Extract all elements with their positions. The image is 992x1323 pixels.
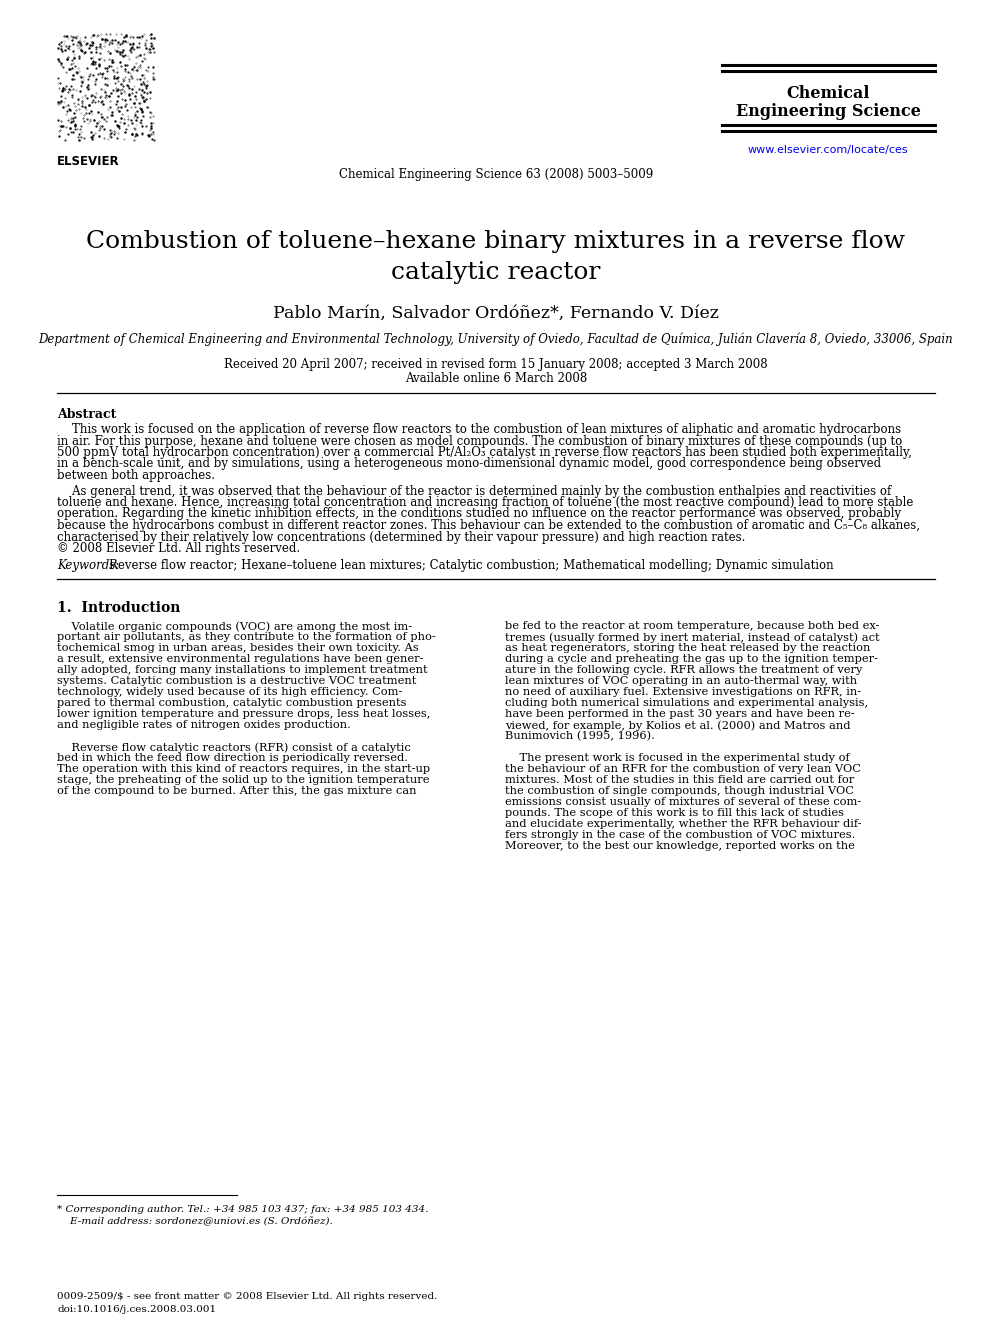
Text: 500 ppmV total hydrocarbon concentration) over a commercial Pt/Al₂O₃ catalyst in: 500 ppmV total hydrocarbon concentration… [57,446,912,459]
Text: be fed to the reactor at room temperature, because both bed ex-: be fed to the reactor at room temperatur… [505,620,879,631]
Text: The operation with this kind of reactors requires, in the start-up: The operation with this kind of reactors… [57,763,431,774]
Text: Volatile organic compounds (VOC) are among the most im-: Volatile organic compounds (VOC) are amo… [57,620,412,631]
Text: ally adopted, forcing many installations to implement treatment: ally adopted, forcing many installations… [57,665,428,675]
Text: as heat regenerators, storing the heat released by the reaction: as heat regenerators, storing the heat r… [505,643,870,654]
Text: viewed, for example, by Kolios et al. (2000) and Matros and: viewed, for example, by Kolios et al. (2… [505,720,850,730]
Text: 0009-2509/$ - see front matter © 2008 Elsevier Ltd. All rights reserved.: 0009-2509/$ - see front matter © 2008 El… [57,1293,437,1301]
Text: E-mail address: sordonez@uniovi.es (S. Ordóñez).: E-mail address: sordonez@uniovi.es (S. O… [57,1217,332,1226]
Text: tochemical smog in urban areas, besides their own toxicity. As: tochemical smog in urban areas, besides … [57,643,419,654]
Text: Department of Chemical Engineering and Environmental Technology, University of O: Department of Chemical Engineering and E… [39,333,953,347]
Text: and negligible rates of nitrogen oxides production.: and negligible rates of nitrogen oxides … [57,720,351,730]
Text: no need of auxiliary fuel. Extensive investigations on RFR, in-: no need of auxiliary fuel. Extensive inv… [505,687,861,697]
Text: during a cycle and preheating the gas up to the ignition temper-: during a cycle and preheating the gas up… [505,654,878,664]
Text: have been performed in the past 30 years and have been re-: have been performed in the past 30 years… [505,709,855,718]
Text: and elucidate experimentally, whether the RFR behaviour dif-: and elucidate experimentally, whether th… [505,819,862,830]
Text: a result, extensive environmental regulations have been gener-: a result, extensive environmental regula… [57,654,424,664]
Text: Abstract: Abstract [57,407,116,421]
Text: in a bench-scale unit, and by simulations, using a heterogeneous mono-dimensiona: in a bench-scale unit, and by simulation… [57,458,881,471]
Text: doi:10.1016/j.ces.2008.03.001: doi:10.1016/j.ces.2008.03.001 [57,1304,216,1314]
Text: technology, widely used because of its high efficiency. Com-: technology, widely used because of its h… [57,687,403,697]
Text: www.elsevier.com/locate/ces: www.elsevier.com/locate/ces [748,146,909,155]
Text: between both approaches.: between both approaches. [57,468,215,482]
Text: lean mixtures of VOC operating in an auto-thermal way, with: lean mixtures of VOC operating in an aut… [505,676,857,687]
Text: the combustion of single compounds, though industrial VOC: the combustion of single compounds, thou… [505,786,854,796]
Text: pounds. The scope of this work is to fill this lack of studies: pounds. The scope of this work is to fil… [505,808,844,818]
Text: portant air pollutants, as they contribute to the formation of pho-: portant air pollutants, as they contribu… [57,632,435,642]
Bar [57,33,154,140]
Text: Pablo Marín, Salvador Ordóñez*, Fernando V. Díez: Pablo Marín, Salvador Ordóñez*, Fernando… [273,306,719,321]
Text: the behaviour of an RFR for the combustion of very lean VOC: the behaviour of an RFR for the combusti… [505,763,861,774]
Text: mixtures. Most of the studies in this field are carried out for: mixtures. Most of the studies in this fi… [505,775,854,785]
Text: characterised by their relatively low concentrations (determined by their vapour: characterised by their relatively low co… [57,531,745,544]
Text: Chemical: Chemical [787,85,870,102]
Text: operation. Regarding the kinetic inhibition effects, in the conditions studied n: operation. Regarding the kinetic inhibit… [57,508,901,520]
Text: ature in the following cycle. RFR allows the treatment of very: ature in the following cycle. RFR allows… [505,665,862,675]
Text: systems. Catalytic combustion is a destructive VOC treatment: systems. Catalytic combustion is a destr… [57,676,417,687]
Text: Reverse flow reactor; Hexane–toluene lean mixtures; Catalytic combustion; Mathem: Reverse flow reactor; Hexane–toluene lea… [109,560,833,573]
Text: lower ignition temperature and pressure drops, less heat losses,: lower ignition temperature and pressure … [57,709,431,718]
Text: Reverse flow catalytic reactors (RFR) consist of a catalytic: Reverse flow catalytic reactors (RFR) co… [57,742,411,753]
Text: © 2008 Elsevier Ltd. All rights reserved.: © 2008 Elsevier Ltd. All rights reserved… [57,542,301,556]
Text: catalytic reactor: catalytic reactor [391,261,601,284]
Text: in air. For this purpose, hexane and toluene were chosen as model compounds. The: in air. For this purpose, hexane and tol… [57,434,903,447]
Text: toluene and hexane. Hence, increasing total concentration and increasing fractio: toluene and hexane. Hence, increasing to… [57,496,914,509]
Text: Combustion of toluene–hexane binary mixtures in a reverse flow: Combustion of toluene–hexane binary mixt… [86,230,906,253]
Text: This work is focused on the application of reverse flow reactors to the combusti: This work is focused on the application … [57,423,901,437]
Text: tremes (usually formed by inert material, instead of catalyst) act: tremes (usually formed by inert material… [505,632,880,643]
Text: Engineering Science: Engineering Science [735,103,921,120]
Text: * Corresponding author. Tel.: +34 985 103 437; fax: +34 985 103 434.: * Corresponding author. Tel.: +34 985 10… [57,1205,429,1215]
Text: Available online 6 March 2008: Available online 6 March 2008 [405,372,587,385]
Text: of the compound to be burned. After this, the gas mixture can: of the compound to be burned. After this… [57,786,417,796]
Text: bed in which the feed flow direction is periodically reversed.: bed in which the feed flow direction is … [57,753,408,763]
Text: Received 20 April 2007; received in revised form 15 January 2008; accepted 3 Mar: Received 20 April 2007; received in revi… [224,359,768,370]
Text: because the hydrocarbons combust in different reactor zones. This behaviour can : because the hydrocarbons combust in diff… [57,519,920,532]
Text: Bunimovich (1995, 1996).: Bunimovich (1995, 1996). [505,732,655,741]
Text: As general trend, it was observed that the behaviour of the reactor is determine: As general trend, it was observed that t… [57,484,891,497]
Text: cluding both numerical simulations and experimental analysis,: cluding both numerical simulations and e… [505,699,868,708]
Text: Moreover, to the best our knowledge, reported works on the: Moreover, to the best our knowledge, rep… [505,841,855,851]
Text: Keywords:: Keywords: [57,560,119,573]
Text: fers strongly in the case of the combustion of VOC mixtures.: fers strongly in the case of the combust… [505,830,855,840]
Text: 1.  Introduction: 1. Introduction [57,601,181,615]
Text: pared to thermal combustion, catalytic combustion presents: pared to thermal combustion, catalytic c… [57,699,407,708]
Text: The present work is focused in the experimental study of: The present work is focused in the exper… [505,753,850,763]
Text: stage, the preheating of the solid up to the ignition temperature: stage, the preheating of the solid up to… [57,775,430,785]
Text: ELSEVIER: ELSEVIER [57,155,120,168]
Text: Chemical Engineering Science 63 (2008) 5003–5009: Chemical Engineering Science 63 (2008) 5… [339,168,653,181]
Text: emissions consist usually of mixtures of several of these com-: emissions consist usually of mixtures of… [505,796,861,807]
